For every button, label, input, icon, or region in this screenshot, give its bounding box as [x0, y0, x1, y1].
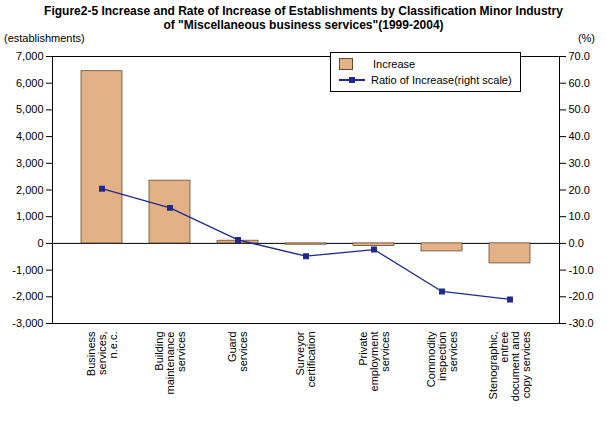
svg-text:50.0: 50.0: [569, 103, 590, 115]
html-text:Ratio of Increase(right scale): Ratio of Increase(right scale): [371, 74, 512, 86]
svg-text:4,000: 4,000: [16, 130, 44, 142]
svg-text:-1,000: -1,000: [12, 264, 43, 276]
svg-text:Buildingmaintenanceservices: Buildingmaintenanceservices: [153, 331, 187, 394]
html-text:(establishments): (establishments): [4, 32, 85, 44]
svg-text:0: 0: [37, 237, 43, 249]
svg-text:5,000: 5,000: [16, 103, 44, 115]
svg-text:Guardservices: Guardservices: [226, 331, 249, 372]
svg-text:60.0: 60.0: [569, 77, 590, 89]
svg-text:3,000: 3,000: [16, 157, 44, 169]
svg-text:Stenographic,entreedocument an: Stenographic,entreedocument andcopy serv…: [487, 331, 532, 401]
html-text:Increase: Increase: [373, 58, 416, 70]
svg-text:Surveyorcertification: Surveyorcertification: [294, 331, 317, 387]
svg-text:Privateemploymentservices: Privateemploymentservices: [357, 331, 391, 391]
svg-text:40.0: 40.0: [569, 130, 590, 142]
svg-text:-2,000: -2,000: [12, 290, 43, 302]
svg-text:10.0: 10.0: [569, 210, 590, 222]
svg-text:1,000: 1,000: [16, 210, 44, 222]
svg-text:20.0: 20.0: [569, 184, 590, 196]
html-text:Figure2-5 Increase and Rate of: Figure2-5 Increase and Rate of Increase …: [44, 4, 563, 32]
svg-text:30.0: 30.0: [569, 157, 590, 169]
svg-text:-3,000: -3,000: [12, 317, 43, 329]
svg-text:2,000: 2,000: [16, 184, 44, 196]
svg-text:-10.0: -10.0: [569, 264, 594, 276]
svg-text:0.0: 0.0: [569, 237, 584, 249]
svg-text:6,000: 6,000: [16, 77, 44, 89]
svg-text:7,000: 7,000: [16, 50, 44, 62]
svg-text:Commodityinspectionservices: Commodityinspectionservices: [425, 331, 459, 387]
svg-text:-20.0: -20.0: [569, 290, 594, 302]
svg-text:-30.0: -30.0: [569, 317, 594, 329]
svg-text:70.0: 70.0: [569, 50, 590, 62]
svg-text:Businessservices,n.e.c.: Businessservices,n.e.c.: [85, 331, 119, 376]
